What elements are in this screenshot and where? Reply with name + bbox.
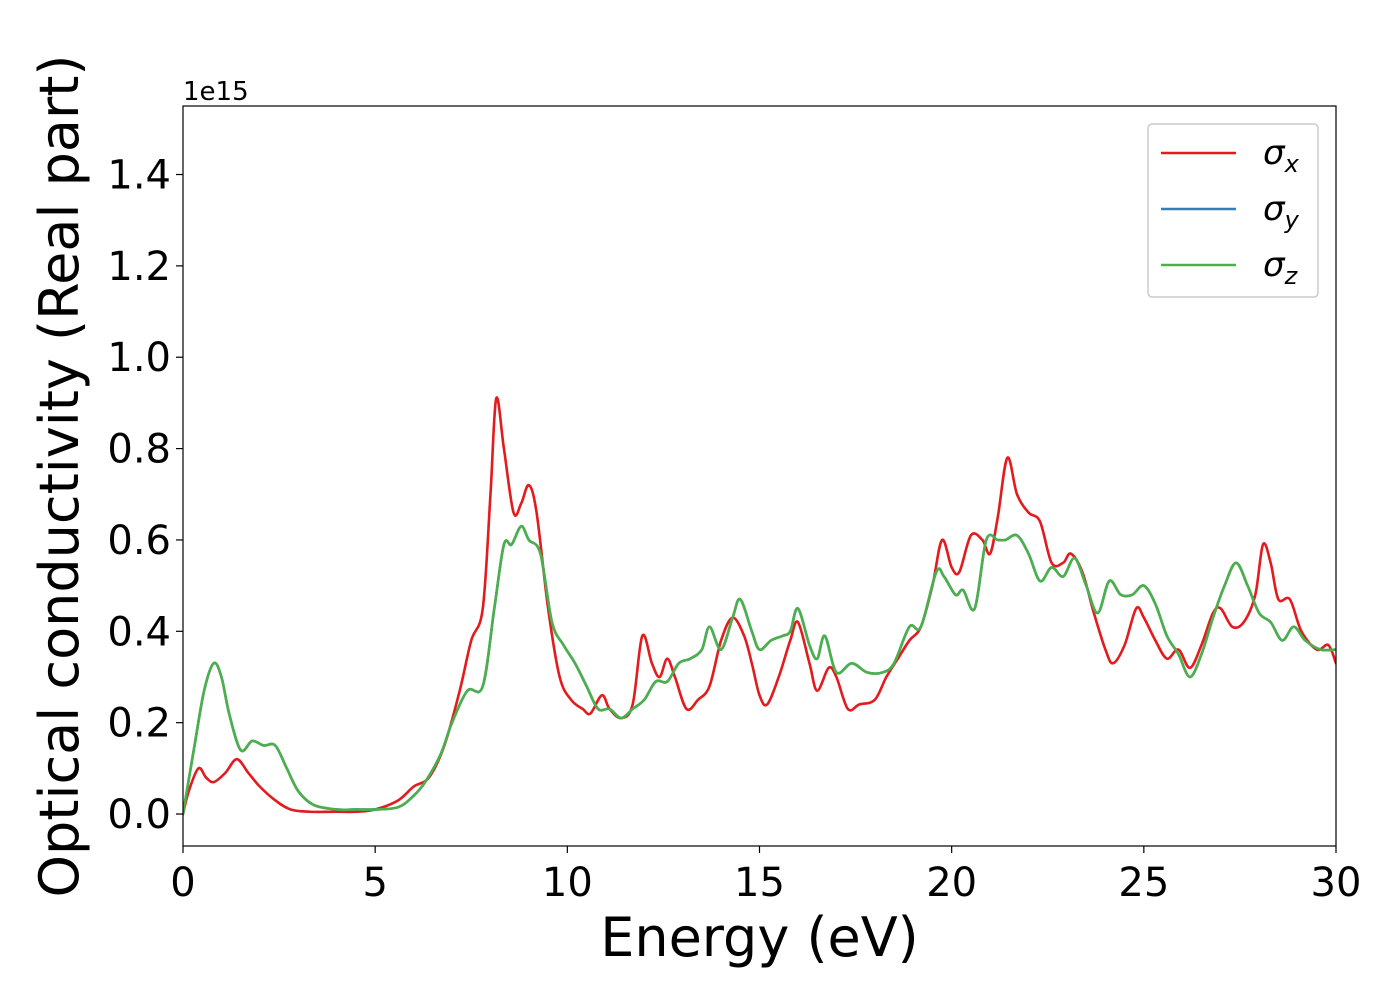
y-axis-ticks: 0.0 0.2 0.4 0.6 0.8 1.0 1.2 1.4 <box>107 153 183 838</box>
y-tick-label: 0.4 <box>107 609 171 655</box>
y-tick-label: 0.0 <box>107 792 171 838</box>
y-tick-label: 0.6 <box>107 518 171 564</box>
series-line-σz <box>183 524 1336 816</box>
x-axis-label: Energy (eV) <box>600 906 919 969</box>
legend-label: σx <box>1263 133 1300 178</box>
x-tick-label: 5 <box>362 860 387 906</box>
legend-label-subscript: y <box>1284 206 1300 234</box>
legend-label-symbol: σ <box>1263 133 1286 173</box>
x-tick-label: 25 <box>1118 860 1169 906</box>
legend-box <box>1147 123 1319 298</box>
y-axis-label: Optical conductivity (Real part) <box>28 55 91 898</box>
legend-label: σy <box>1263 189 1300 234</box>
y-tick-label: 1.4 <box>107 153 171 199</box>
x-tick-label: 10 <box>542 860 593 906</box>
y-tick-label: 1.2 <box>107 244 171 290</box>
y-offset-label: 1e15 <box>183 77 249 107</box>
legend-label-subscript: x <box>1284 150 1300 178</box>
legend-label: σz <box>1263 245 1299 290</box>
x-tick-label: 0 <box>170 860 195 906</box>
y-tick-label: 0.8 <box>107 427 171 473</box>
x-axis-ticks: 0 5 10 15 20 25 30 <box>170 846 1361 906</box>
series-layer <box>183 396 1336 816</box>
x-tick-label: 30 <box>1311 860 1362 906</box>
x-tick-label: 20 <box>926 860 977 906</box>
x-tick-label: 15 <box>734 860 785 906</box>
y-tick-label: 1.0 <box>107 335 171 381</box>
legend-label-subscript: z <box>1284 262 1299 290</box>
legend-label-symbol: σ <box>1263 245 1286 285</box>
y-tick-label: 0.2 <box>107 701 171 747</box>
legend-label-symbol: σ <box>1263 189 1286 229</box>
